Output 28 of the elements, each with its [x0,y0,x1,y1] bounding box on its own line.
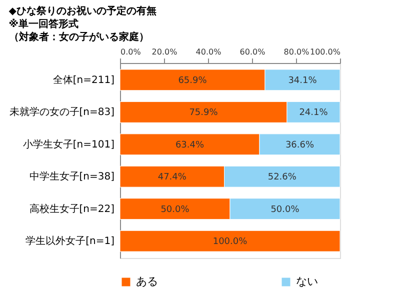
x-tick-label: 20.0% [152,48,178,56]
data-label: 50.0% [160,204,190,215]
data-label: 47.4% [158,172,187,183]
data-label: 65.9% [178,76,208,86]
data-label: 36.6% [285,140,314,150]
data-label: 34.1% [288,76,318,86]
x-tick-label: 80.0% [284,48,310,56]
data-label: 52.6% [268,172,297,183]
legend-label: ない [296,275,318,288]
data-label: 50.0% [270,204,300,215]
legend-label: ある [136,275,158,288]
y-tick-label: 小学生女子[n=101] [22,138,115,150]
text: ※単一回答形式 [8,19,78,30]
data-label: 24.1% [299,108,328,118]
x-tick-label: 0.0% [120,48,142,56]
data-label: 75.9% [189,108,218,118]
x-tick-label: 100.0% [310,48,341,56]
y-tick-label: 学生以外女子[n=1] [26,235,115,248]
data-label: 100.0% [212,237,248,248]
data-label: 63.4% [175,140,204,150]
x-tick-label: 40.0% [196,48,222,56]
y-tick-label: 中学生女子[n=38] [29,170,115,183]
text: （対象者：女の子がいる家庭） [8,32,149,43]
y-tick-label: 高校生女子[n=22] [29,202,115,215]
y-tick-label: 未就学の女の子[n=83] [9,106,115,118]
text: ◆ひな祭りのお祝いの予定の有無 [8,6,156,17]
y-tick-label: 全体[n=211] [52,74,115,86]
x-tick-label: 60.0% [240,48,266,56]
